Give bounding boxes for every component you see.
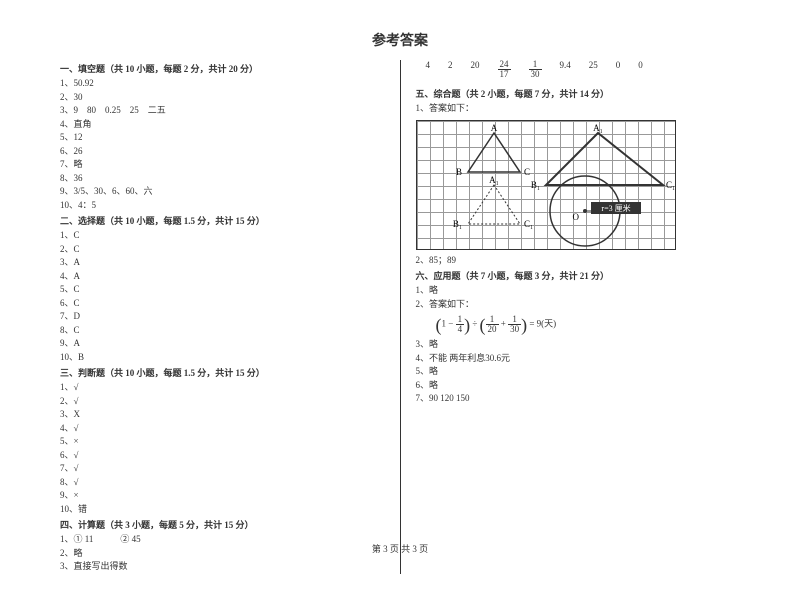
answer-line: 7、90 120 150 (416, 392, 741, 406)
label-C: C (524, 167, 530, 177)
answer-line: 3、A (60, 256, 385, 270)
label-O: O (572, 212, 579, 222)
answer-line: 5、12 (60, 131, 385, 145)
section-1-head: 一、填空题（共 10 小题，每题 2 分，共计 20 分） (60, 62, 385, 75)
fraction: 120 (486, 315, 499, 334)
answer-line: 5、C (60, 283, 385, 297)
fraction: 130 (508, 315, 521, 334)
answer-line: 7、D (60, 310, 385, 324)
fraction: 14 (456, 315, 465, 334)
answer-line: 1、C (60, 229, 385, 243)
answer-line: 1、答案如下： (416, 102, 741, 116)
answer-line: 6、√ (60, 449, 385, 463)
value: 0 (638, 60, 643, 79)
value: 0 (616, 60, 621, 79)
page: 参考答案 一、填空题（共 10 小题，每题 2 分，共计 20 分） 1、50.… (0, 0, 800, 594)
label-B1: B₁ (530, 180, 539, 190)
answer-line: 1、√ (60, 381, 385, 395)
answer-line: 4、√ (60, 422, 385, 436)
answer-line: 3、直接写出得数 (60, 560, 385, 574)
label-B: B (455, 167, 461, 177)
answer-line: 9、× (60, 489, 385, 503)
answer-line: 8、C (60, 324, 385, 338)
columns: 一、填空题（共 10 小题，每题 2 分，共计 20 分） 1、50.92 2、… (50, 60, 750, 574)
answer-line: 7、√ (60, 462, 385, 476)
answer-line: 10、错 (60, 503, 385, 517)
answer-line: 6、26 (60, 145, 385, 159)
label-B2: B₁ (452, 219, 461, 229)
answer-line: 10、4：5 (60, 199, 385, 213)
top-number-row: 4 2 20 2417 130 9.4 25 0 0 (416, 60, 741, 79)
section-4-head: 四、计算题（共 3 小题，每题 5 分，共计 15 分） (60, 518, 385, 531)
answer-line: 2、85；89 (416, 254, 741, 268)
page-title: 参考答案 (50, 30, 750, 50)
answer-line: 10、B (60, 351, 385, 365)
answer-line: 2、√ (60, 395, 385, 409)
label-C1: C₁ (666, 180, 675, 190)
fraction: 2417 (498, 60, 511, 79)
left-column: 一、填空题（共 10 小题，每题 2 分，共计 20 分） 1、50.92 2、… (50, 60, 395, 574)
section-3-head: 三、判断题（共 10 小题，每题 1.5 分，共计 15 分） (60, 366, 385, 379)
right-column: 4 2 20 2417 130 9.4 25 0 0 五、综合题（共 2 小题，… (406, 60, 751, 574)
answer-line: 2、答案如下： (416, 298, 741, 312)
column-divider (400, 60, 401, 574)
fraction: 130 (529, 60, 542, 79)
answer-line: 4、直角 (60, 118, 385, 132)
section-5-head: 五、综合题（共 2 小题，每题 7 分，共计 14 分） (416, 87, 741, 100)
answer-line: 9、3/5、30、6、60、六 (60, 185, 385, 199)
answer-line: 7、略 (60, 158, 385, 172)
section-2-head: 二、选择题（共 10 小题，每题 1.5 分，共计 15 分） (60, 214, 385, 227)
paren-icon: ( (436, 316, 442, 334)
label-C2: C₁ (524, 219, 533, 229)
answer-line: 1、略 (416, 284, 741, 298)
value: 9.4 (560, 60, 571, 79)
radius-note: r=3 厘米 (601, 203, 630, 213)
answer-line: 3、X (60, 408, 385, 422)
label-A: A (490, 123, 497, 133)
section-6-head: 六、应用题（共 7 小题，每题 3 分，共计 21 分） (416, 269, 741, 282)
page-footer: 第 3 页 共 3 页 (0, 542, 800, 555)
answer-line: 9、A (60, 337, 385, 351)
answer-line: 2、30 (60, 91, 385, 105)
value: 2 (448, 60, 453, 79)
answer-line: 5、× (60, 435, 385, 449)
value: 20 (471, 60, 480, 79)
value: 4 (426, 60, 431, 79)
label-A1: A₁ (593, 123, 603, 133)
diagram-svg: A A₁ B B₁ C C₁ B₁ C₁ A₁ O r=3 厘米 (416, 120, 676, 250)
answer-line: 2、C (60, 243, 385, 257)
geometry-diagram: A A₁ B B₁ C C₁ B₁ C₁ A₁ O r=3 厘米 (416, 120, 676, 250)
answer-line: 3、9 80 0.25 25 二五 (60, 104, 385, 118)
answer-line: 8、√ (60, 476, 385, 490)
answer-line: 8、36 (60, 172, 385, 186)
answer-line: 3、略 (416, 338, 741, 352)
paren-icon: ) (464, 316, 470, 334)
answer-line: 4、A (60, 270, 385, 284)
answer-line: 6、C (60, 297, 385, 311)
answer-line: 5、略 (416, 365, 741, 379)
answer-line: 6、略 (416, 379, 741, 393)
value: 25 (589, 60, 598, 79)
label-A2: A₁ (489, 175, 499, 185)
formula: (1 − 14) ÷ (120 + 130) = 9(天) (436, 315, 741, 334)
answer-line: 1、50.92 (60, 77, 385, 91)
formula-result: = 9(天) (527, 319, 556, 329)
answer-line: 4、不能 两年利息30.6元 (416, 352, 741, 366)
